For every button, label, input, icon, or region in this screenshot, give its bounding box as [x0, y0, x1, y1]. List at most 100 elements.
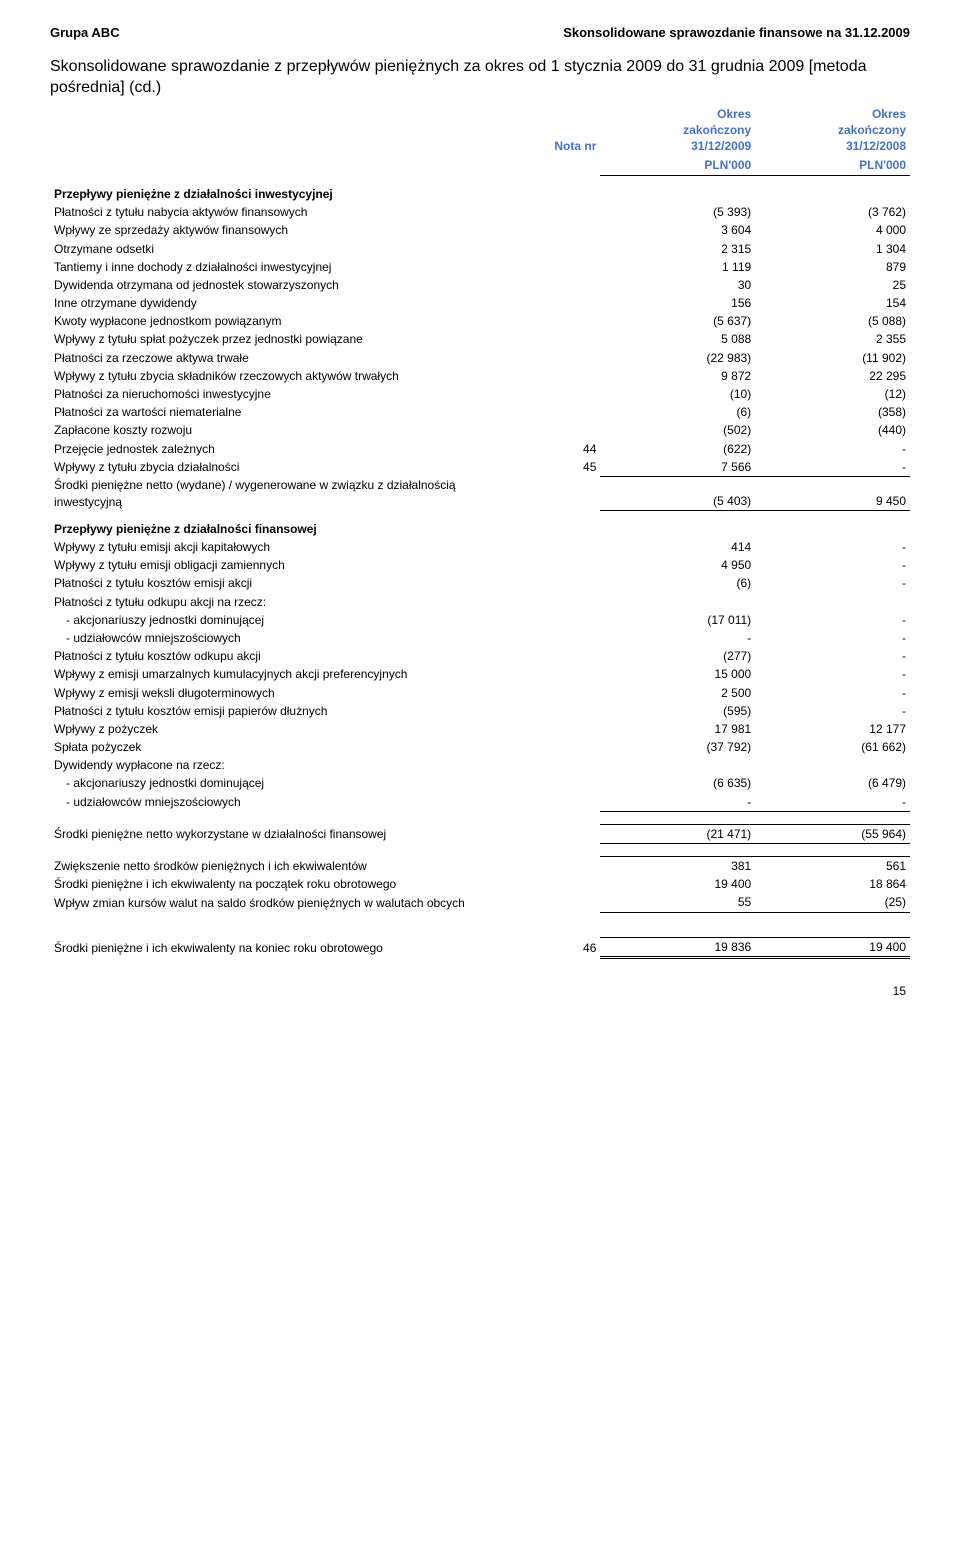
row-value-1: 7 566: [600, 458, 755, 477]
row-value-2: 561: [755, 857, 910, 876]
row-value-2: (55 964): [755, 824, 910, 843]
row-nota: [523, 647, 600, 665]
table-row: Tantiemy i inne dochody z działalności i…: [50, 258, 910, 276]
table-row: Zwiększenie netto środków pieniężnych i …: [50, 857, 910, 876]
row-nota: [523, 684, 600, 702]
row-label: Płatności z tytułu nabycia aktywów finan…: [50, 203, 523, 221]
row-nota: [523, 349, 600, 367]
row-label: Wpływy ze sprzedaży aktywów finansowych: [50, 221, 523, 239]
row-value-2: -: [755, 793, 910, 812]
row-nota: [523, 176, 600, 203]
row-nota: [523, 538, 600, 556]
row-nota: [523, 738, 600, 756]
row-nota: [523, 330, 600, 348]
row-value-2: [755, 511, 910, 538]
row-value-1: 156: [600, 294, 755, 312]
row-value-2: -: [755, 629, 910, 647]
row-value-2: (440): [755, 421, 910, 439]
row-nota: [523, 203, 600, 221]
row-value-2: -: [755, 611, 910, 629]
table-row: Płatności za wartości niematerialne(6)(3…: [50, 403, 910, 421]
row-value-1: (22 983): [600, 349, 755, 367]
row-label: Przejęcie jednostek zależnych: [50, 440, 523, 458]
table-row: Wpływy z pożyczek17 98112 177: [50, 720, 910, 738]
row-label: - udziałowców mniejszościowych: [50, 629, 523, 647]
unit-col1: PLN'000: [600, 156, 755, 176]
row-nota: 46: [523, 937, 600, 957]
row-label: Dywidendy wypłacone na rzecz:: [50, 756, 523, 774]
row-nota: [523, 258, 600, 276]
row-value-1: [600, 756, 755, 774]
row-label: Zapłacone koszty rozwoju: [50, 421, 523, 439]
row-value-1: 9 872: [600, 367, 755, 385]
table-row: - udziałowców mniejszościowych--: [50, 629, 910, 647]
row-value-1: (21 471): [600, 824, 755, 843]
row-nota: [523, 629, 600, 647]
row-value-2: [755, 756, 910, 774]
row-value-1: 3 604: [600, 221, 755, 239]
row-label: Wpływy z emisji weksli długoterminowych: [50, 684, 523, 702]
row-nota: [523, 611, 600, 629]
row-nota: [523, 857, 600, 876]
header-left: Grupa ABC: [50, 24, 120, 42]
row-label: Wpływy z tytułu zbycia składników rzeczo…: [50, 367, 523, 385]
row-label: Wpływy z pożyczek: [50, 720, 523, 738]
row-label: Wpływy z tytułu emisji obligacji zamienn…: [50, 556, 523, 574]
row-label: - akcjonariuszy jednostki dominującej: [50, 611, 523, 629]
row-nota: [523, 720, 600, 738]
row-label: Inne otrzymane dywidendy: [50, 294, 523, 312]
table-row: Przejęcie jednostek zależnych44(622)-: [50, 440, 910, 458]
row-value-2: 18 864: [755, 875, 910, 893]
col2-head: Okres zakończony 31/12/2008: [755, 105, 910, 157]
row-value-2: (25): [755, 893, 910, 912]
row-value-1: (277): [600, 647, 755, 665]
row-value-1: 17 981: [600, 720, 755, 738]
row-nota: [523, 511, 600, 538]
row-value-2: -: [755, 556, 910, 574]
row-value-1: (622): [600, 440, 755, 458]
row-nota: [523, 574, 600, 592]
table-row: Dywidendy wypłacone na rzecz:: [50, 756, 910, 774]
table-body: Przepływy pieniężne z działalności inwes…: [50, 176, 910, 957]
table-row: Przepływy pieniężne z działalności inwes…: [50, 176, 910, 203]
row-value-1: 5 088: [600, 330, 755, 348]
table-row: Wpływy z tytułu emisji akcji kapitałowyc…: [50, 538, 910, 556]
row-label: Tantiemy i inne dochody z działalności i…: [50, 258, 523, 276]
row-value-2: -: [755, 647, 910, 665]
table-row: Przepływy pieniężne z działalności finan…: [50, 511, 910, 538]
row-label: Dywidenda otrzymana od jednostek stowarz…: [50, 276, 523, 294]
row-value-1: 1 119: [600, 258, 755, 276]
table-row: Płatności za rzeczowe aktywa trwałe (22 9…: [50, 349, 910, 367]
row-value-1: 15 000: [600, 665, 755, 683]
row-value-2: 19 400: [755, 937, 910, 957]
row-value-2: (3 762): [755, 203, 910, 221]
table-row: Środki pieniężne i ich ekwiwalenty na po…: [50, 875, 910, 893]
row-label: Płatności za rzeczowe aktywa trwałe: [50, 349, 523, 367]
table-row: Wpływy z emisji weksli długoterminowych2…: [50, 684, 910, 702]
row-label: Płatności z tytułu odkupu akcji na rzecz…: [50, 593, 523, 611]
table-row: - udziałowców mniejszościowych--: [50, 793, 910, 812]
row-value-1: 30: [600, 276, 755, 294]
row-value-2: (6 479): [755, 774, 910, 792]
table-row: Otrzymane odsetki2 3151 304: [50, 240, 910, 258]
row-label: Środki pieniężne netto (wydane) / wygene…: [50, 476, 523, 510]
row-label: Kwoty wypłacone jednostkom powiązanym: [50, 312, 523, 330]
document-title: Skonsolidowane sprawozdanie z przepływów…: [50, 56, 910, 99]
row-nota: [523, 793, 600, 812]
row-label: - akcjonariuszy jednostki dominującej: [50, 774, 523, 792]
row-nota: [523, 556, 600, 574]
table-row: Płatności z tytułu odkupu akcji na rzecz…: [50, 593, 910, 611]
table-row: Wpływ zmian kursów walut na saldo środkó…: [50, 893, 910, 912]
col-nota-head: Nota nr: [523, 105, 600, 157]
row-value-1: 2 315: [600, 240, 755, 258]
table-row: Inne otrzymane dywidendy156154: [50, 294, 910, 312]
row-nota: [523, 593, 600, 611]
row-value-2: (358): [755, 403, 910, 421]
header-right: Skonsolidowane sprawozdanie finansowe na…: [563, 24, 910, 42]
row-value-1: (6): [600, 574, 755, 592]
row-value-1: [600, 176, 755, 203]
table-row: Wpływy z tytułu emisji obligacji zamienn…: [50, 556, 910, 574]
cashflow-table: Nota nr Okres zakończony 31/12/2009 Okre…: [50, 105, 910, 959]
table-row: Płatności z tytułu kosztów odkupu akcji(…: [50, 647, 910, 665]
page-number: 15: [50, 983, 910, 999]
